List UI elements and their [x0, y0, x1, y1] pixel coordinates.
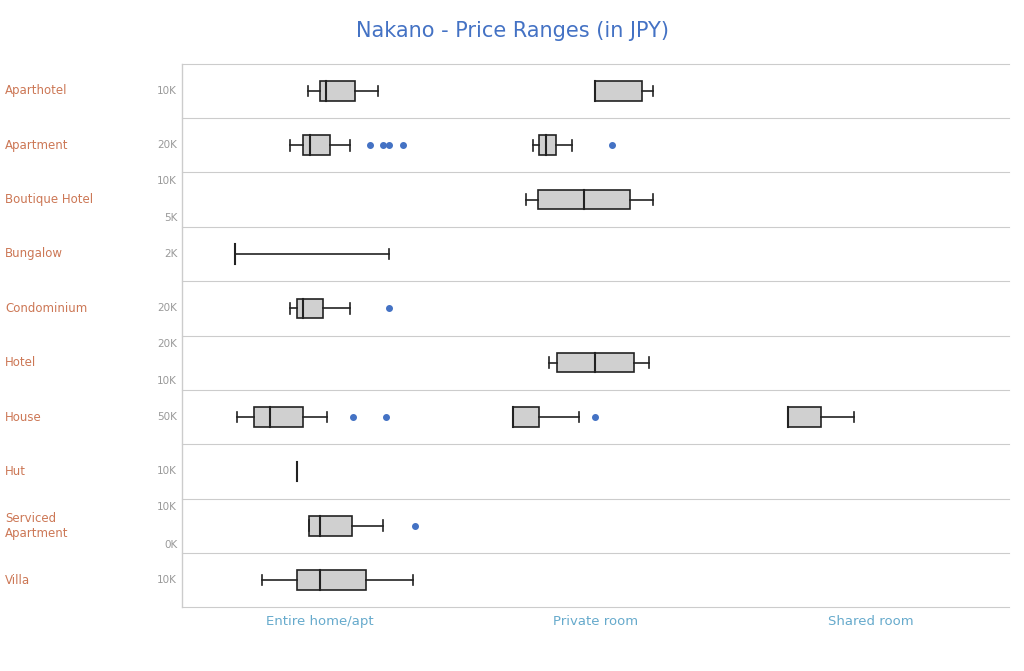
Text: 10K: 10K — [158, 502, 177, 512]
Text: 20K: 20K — [158, 140, 177, 150]
Bar — [254, 407, 303, 427]
Text: 10K: 10K — [158, 376, 177, 386]
Text: 10K: 10K — [158, 466, 177, 476]
Bar — [319, 81, 354, 101]
Bar — [595, 81, 642, 101]
Text: Apartment: Apartment — [5, 139, 69, 152]
Text: Hut: Hut — [5, 465, 27, 478]
Text: Serviced
Apartment: Serviced Apartment — [5, 512, 69, 539]
Text: Condominium: Condominium — [5, 302, 87, 315]
Bar — [538, 190, 630, 209]
Text: 0K: 0K — [164, 539, 177, 550]
Text: 2K: 2K — [164, 249, 177, 259]
Text: Nakano - Price Ranges (in JPY): Nakano - Price Ranges (in JPY) — [355, 21, 669, 42]
Text: Shared room: Shared room — [828, 615, 913, 628]
Bar — [788, 407, 821, 427]
Text: 10K: 10K — [158, 575, 177, 585]
Bar — [297, 299, 324, 318]
Bar — [513, 407, 540, 427]
Text: Bungalow: Bungalow — [5, 248, 63, 260]
Bar — [557, 353, 634, 372]
Text: 50K: 50K — [158, 412, 177, 422]
Text: 20K: 20K — [158, 303, 177, 313]
Bar — [309, 516, 351, 535]
Text: House: House — [5, 411, 42, 423]
Text: 5K: 5K — [164, 213, 177, 223]
Bar — [540, 136, 556, 155]
Text: Private room: Private room — [553, 615, 638, 628]
Text: 10K: 10K — [158, 86, 177, 96]
Text: Entire home/apt: Entire home/apt — [266, 615, 374, 628]
Text: 10K: 10K — [158, 176, 177, 186]
Text: 20K: 20K — [158, 339, 177, 349]
Bar — [303, 136, 330, 155]
Text: Villa: Villa — [5, 574, 31, 586]
Text: Boutique Hotel: Boutique Hotel — [5, 193, 93, 206]
Bar — [297, 570, 367, 590]
Text: Hotel: Hotel — [5, 356, 37, 369]
Text: Aparthotel: Aparthotel — [5, 85, 68, 97]
